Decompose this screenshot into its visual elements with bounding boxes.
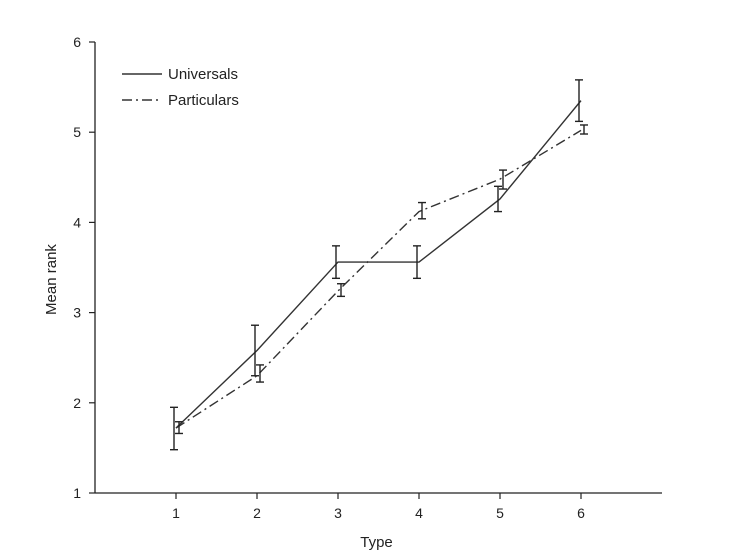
legend-label-universals: Universals xyxy=(168,66,238,83)
y-tick-label: 2 xyxy=(73,395,81,411)
y-tick-label: 5 xyxy=(73,124,81,140)
x-tick-label: 5 xyxy=(496,505,504,521)
legend: Universals Particulars xyxy=(122,66,239,109)
x-axis-title: Type xyxy=(360,534,393,551)
x-tick-label: 1 xyxy=(172,505,180,521)
legend-label-particulars: Particulars xyxy=(168,92,239,109)
series-particulars xyxy=(175,124,588,435)
y-tick-label: 4 xyxy=(73,214,81,230)
y-tick-label: 6 xyxy=(73,34,81,50)
x-tick-label: 2 xyxy=(253,505,261,521)
series-layer xyxy=(170,79,588,451)
y-tick-label: 3 xyxy=(73,305,81,321)
axes: 1 2 3 4 5 6 1 2 3 4 5 6 xyxy=(73,34,662,521)
series-line-universals xyxy=(175,100,582,429)
y-axis-title: Mean rank xyxy=(43,244,60,315)
x-tick-label: 6 xyxy=(577,505,585,521)
x-tick-label: 4 xyxy=(415,505,423,521)
series-universals xyxy=(170,79,583,451)
y-tick-label: 1 xyxy=(73,485,81,501)
x-tick-label: 3 xyxy=(334,505,342,521)
series-line-particulars xyxy=(175,129,582,429)
